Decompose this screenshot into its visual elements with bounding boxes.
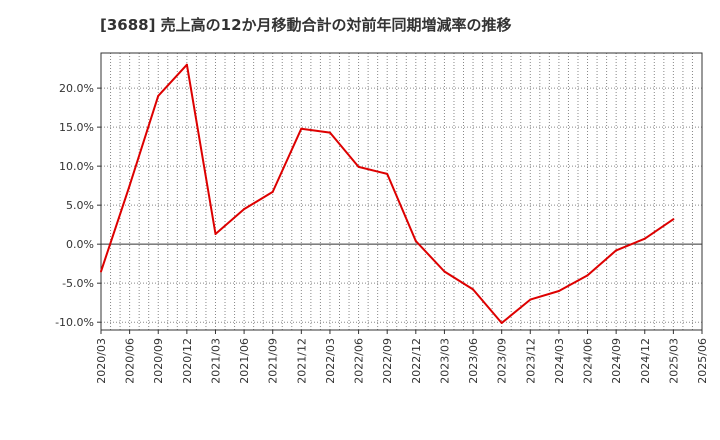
y-tick-label: 5.0% xyxy=(66,199,94,212)
x-tick-label: 2024/12 xyxy=(639,338,652,384)
data-point xyxy=(472,288,475,291)
data-point xyxy=(128,184,131,187)
x-tick-label: 2025/03 xyxy=(667,338,680,384)
data-point xyxy=(500,321,503,324)
y-tick-label: 0.0% xyxy=(66,238,94,251)
x-tick-label: 2020/03 xyxy=(95,338,108,384)
series-layer xyxy=(100,63,675,324)
data-point xyxy=(214,233,217,236)
x-tick-label: 2021/09 xyxy=(267,338,280,384)
x-tick-label: 2023/09 xyxy=(496,338,509,384)
data-point xyxy=(100,270,102,273)
x-tick-label: 2022/03 xyxy=(324,338,337,384)
x-tick-label: 2022/06 xyxy=(353,338,366,384)
y-tick-label: 15.0% xyxy=(59,121,94,134)
grid-layer xyxy=(101,53,702,330)
label-layer: -10.0% -5.0% 0.0% 5.0% 10.0% 15.0% 20.0% 2020/0… xyxy=(55,82,709,384)
data-point xyxy=(271,190,274,193)
x-tick-label: 2023/06 xyxy=(467,338,480,384)
x-tick-label: 2024/06 xyxy=(582,338,595,384)
y-tick-label: 10.0% xyxy=(59,160,94,173)
x-tick-label: 2020/09 xyxy=(152,338,165,384)
y-tick-label: 20.0% xyxy=(59,82,94,95)
data-point xyxy=(157,94,160,97)
data-point xyxy=(615,249,618,252)
data-point xyxy=(357,165,360,168)
data-point xyxy=(386,172,389,175)
data-point xyxy=(300,127,303,130)
x-tick-label: 2021/03 xyxy=(209,338,222,384)
x-tick-label: 2020/06 xyxy=(124,338,137,384)
plot-frame xyxy=(100,52,703,331)
data-point xyxy=(243,208,246,211)
data-point xyxy=(328,131,331,134)
chart-title: [3688] 売上高の12か月移動合計の対前年同期増減率の推移 xyxy=(100,16,512,34)
x-tick-label: 2023/03 xyxy=(438,338,451,384)
data-point xyxy=(557,289,560,292)
x-tick-label: 2021/12 xyxy=(295,338,308,384)
x-tick-label: 2025/06 xyxy=(696,338,709,384)
x-tick-label: 2021/06 xyxy=(238,338,251,384)
data-point xyxy=(443,270,446,273)
data-point xyxy=(185,63,188,66)
y-tick-label: -5.0% xyxy=(62,277,94,290)
x-tick-label: 2022/12 xyxy=(410,338,423,384)
x-tick-label: 2023/12 xyxy=(524,338,537,384)
x-tick-label: 2024/03 xyxy=(553,338,566,384)
x-tick-label: 2024/09 xyxy=(610,338,623,384)
data-point xyxy=(529,298,532,301)
data-point xyxy=(586,274,589,277)
data-point xyxy=(643,237,646,240)
data-point xyxy=(414,240,417,243)
axis-layer xyxy=(97,52,703,334)
x-tick-label: 2022/09 xyxy=(381,338,394,384)
data-point xyxy=(672,218,675,221)
x-tick-label: 2020/12 xyxy=(181,338,194,384)
y-tick-label: -10.0% xyxy=(55,316,94,329)
